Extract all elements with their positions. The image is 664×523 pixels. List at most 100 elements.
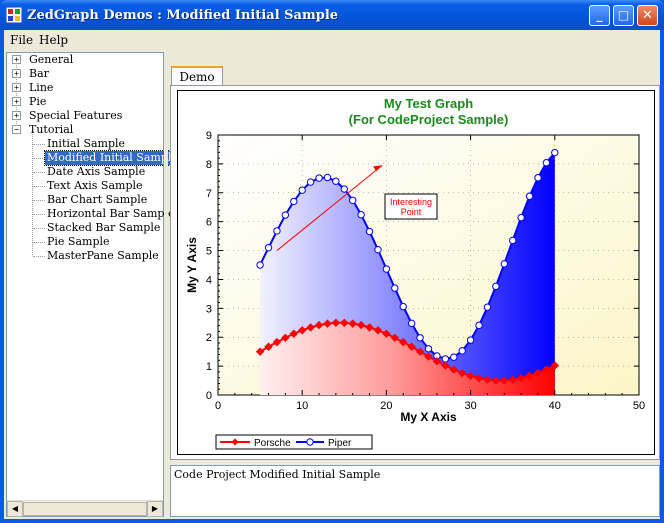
porsche-point: [441, 361, 450, 370]
x-tick-label: 20: [380, 400, 392, 412]
tree-label: Pie Sample: [47, 235, 110, 248]
porsche-point: [264, 342, 273, 351]
porsche-point: [449, 365, 458, 374]
description-text: Code Project Modified Initial Sample: [174, 468, 381, 481]
porsche-point: [525, 371, 534, 381]
app-icon: [6, 7, 22, 23]
expand-icon[interactable]: +: [12, 55, 21, 64]
splitter[interactable]: [164, 52, 168, 517]
x-tick-label: 40: [549, 400, 561, 412]
demo-tree[interactable]: + General + Bar + Line + Pie + Special F…: [6, 52, 181, 517]
porsche-point: [474, 374, 484, 383]
legend-piper-label: Piper: [328, 438, 352, 449]
porsche-point: [533, 368, 543, 378]
piper-point: [407, 319, 416, 328]
porsche-point: [390, 333, 400, 343]
tree-node-special-features[interactable]: + Special Features: [11, 109, 161, 123]
piper-point: [273, 227, 281, 235]
x-axis-label: My X Axis: [400, 410, 457, 424]
x-tick-label: 10: [296, 400, 308, 412]
tab-panel-demo: 0 10 20 30 40 50 0 1 2 3 4 5 6 7 8 9 My Test Graph (For C…: [170, 85, 660, 460]
minimize-button[interactable]: _: [589, 5, 610, 26]
porsche-point: [306, 323, 315, 332]
porsche-point: [297, 326, 307, 335]
tree-node-general[interactable]: + General: [11, 53, 161, 67]
piper-point: [315, 174, 323, 182]
window-title: ZedGraph Demos : Modified Initial Sample: [27, 8, 339, 23]
piper-point: [290, 197, 298, 206]
tree-label: General: [29, 53, 74, 66]
annotation-arrowhead: [373, 165, 383, 172]
legend-piper-marker: [306, 438, 314, 446]
y-axis-label: My Y Axis: [185, 237, 199, 293]
expand-icon[interactable]: +: [12, 69, 21, 78]
porsche-point: [365, 323, 374, 332]
tree-label: Horizontal Bar Sample: [47, 207, 175, 220]
porsche-point: [314, 320, 324, 330]
expand-icon[interactable]: +: [12, 111, 21, 120]
piper-point: [281, 211, 290, 219]
porsche-point: [356, 320, 366, 330]
piper-point: [399, 302, 407, 311]
collapse-icon[interactable]: −: [12, 125, 21, 134]
zedgraph-control[interactable]: 0 10 20 30 40 50 0 1 2 3 4 5 6 7 8 9 My Test Graph (For C…: [177, 90, 655, 455]
expand-icon[interactable]: +: [12, 97, 21, 106]
porsche-point: [289, 329, 298, 338]
tree-node-tutorial[interactable]: − Tutorial: [11, 123, 161, 137]
annotation-text-line-1: Interesting: [390, 197, 432, 207]
menu-file[interactable]: File: [10, 33, 34, 47]
x-tick-label: 0: [215, 400, 221, 412]
piper-point: [365, 227, 374, 236]
piper-point: [450, 353, 458, 361]
tree-label: Text Axis Sample: [47, 179, 143, 192]
x-tick-label: 50: [633, 400, 645, 412]
tree-label: Special Features: [29, 109, 123, 122]
piper-point: [374, 245, 382, 254]
piper-point: [340, 185, 349, 193]
scroll-thumb[interactable]: [23, 502, 147, 516]
porsche-point: [255, 347, 265, 356]
porsche-point: [424, 352, 433, 361]
porsche-point: [500, 376, 509, 385]
annotation-text-line-2: Point: [401, 207, 422, 217]
scroll-right-icon[interactable]: ▶: [147, 501, 163, 517]
piper-point: [298, 186, 306, 194]
porsche-point: [542, 365, 551, 374]
piper-point: [534, 174, 542, 182]
chart-subtitle: (For CodeProject Sample): [349, 112, 509, 127]
menu-help[interactable]: Help: [39, 33, 69, 47]
tree-node-pie[interactable]: + Pie: [11, 95, 161, 109]
tree-node-bar[interactable]: + Bar: [11, 67, 161, 81]
annotation-box: [384, 193, 438, 220]
client-area: File Help + General + Bar + Line + Pie: [4, 30, 660, 519]
legend: [215, 434, 373, 450]
chart: 0 10 20 30 40 50 0 1 2 3 4 5 6 7 8 9 My Test Graph(For C…: [185, 96, 645, 450]
porsche-point: [508, 375, 517, 384]
tab-demo[interactable]: Demo: [171, 66, 223, 88]
menu-bar: File Help: [4, 30, 660, 50]
legend-porsche-label: Porsche: [254, 438, 291, 449]
piper-point: [551, 148, 559, 157]
expand-icon[interactable]: +: [12, 83, 21, 92]
close-button[interactable]: ✕: [637, 5, 658, 26]
piper-point: [517, 213, 525, 222]
scroll-left-icon[interactable]: ◀: [7, 501, 23, 517]
maximize-button[interactable]: □: [613, 5, 634, 26]
piper-point: [391, 284, 399, 292]
y-tick-label: 6: [206, 217, 212, 229]
y-tick-label: 5: [206, 246, 212, 258]
piper-point: [264, 243, 273, 252]
porsche-point: [373, 326, 383, 335]
x-tick-label: 30: [464, 400, 476, 412]
piper-point: [323, 173, 332, 182]
tree-label: Line: [29, 81, 54, 94]
tree-node-line[interactable]: + Line: [11, 81, 161, 95]
title-bar[interactable]: ZedGraph Demos : Modified Initial Sample…: [0, 0, 664, 30]
tree-label: Stacked Bar Sample: [47, 221, 161, 234]
description-textbox[interactable]: Code Project Modified Initial Sample: [170, 465, 660, 517]
tab-strip: Demo: [168, 64, 658, 88]
porsche-point: [272, 337, 282, 347]
piper-point: [416, 334, 424, 342]
horizontal-scrollbar[interactable]: ◀ ▶: [7, 500, 163, 517]
